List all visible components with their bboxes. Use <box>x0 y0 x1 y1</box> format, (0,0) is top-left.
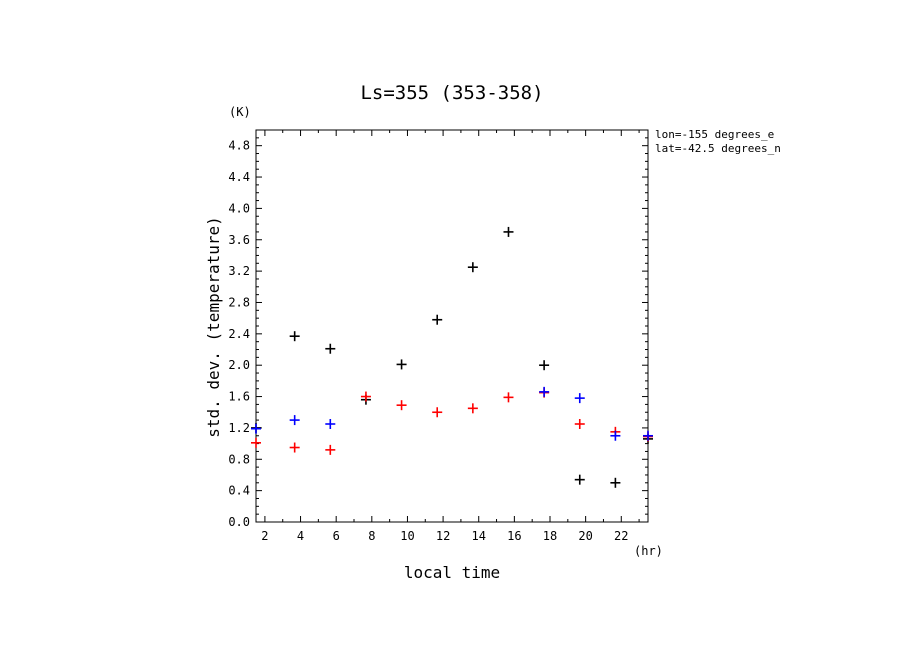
data-point <box>574 419 585 429</box>
x-axis-ticks: 2 4 6 8 10 12 14 16 18 20 22 <box>261 130 640 543</box>
x-tick-label: 12 <box>436 529 450 543</box>
data-point <box>325 419 336 429</box>
x-axis-label: local time <box>404 563 500 582</box>
y-tick-label: 0.0 <box>228 515 250 529</box>
data-point <box>396 359 407 370</box>
data-point <box>539 360 550 371</box>
x-tick-label: 8 <box>368 529 375 543</box>
chart-title: Ls=355 (353-358) <box>360 82 543 104</box>
data-point <box>396 400 407 411</box>
y-tick-label: 4.4 <box>228 170 250 184</box>
data-point <box>251 437 261 448</box>
data-point <box>539 386 550 397</box>
x-tick-label: 2 <box>261 529 268 543</box>
data-point <box>289 331 300 342</box>
x-tick-label: 4 <box>297 529 304 543</box>
x-tick-label: 14 <box>472 529 486 543</box>
x-tick-label: 16 <box>507 529 521 543</box>
y-tick-label: 4.0 <box>228 201 250 215</box>
y-axis-ticks: 0.0 0.4 0.8 1.2 1.6 2.0 2.4 2.8 3.2 3.6 4.0 4.4 4.8 <box>228 129 648 529</box>
data-point <box>432 314 443 325</box>
y-tick-label: 2.8 <box>228 295 250 309</box>
x-tick-label: 10 <box>400 529 414 543</box>
data-point <box>251 423 261 434</box>
data-point <box>574 474 585 485</box>
data-point <box>610 477 621 488</box>
data-point <box>325 343 336 354</box>
lat-annotation: lat=-42.5 degrees_n <box>655 142 781 155</box>
y-tick-label: 4.8 <box>228 139 250 153</box>
x-unit-label: (hr) <box>634 544 663 558</box>
data-point <box>432 407 443 418</box>
data-point <box>503 226 514 237</box>
plot-frame <box>255 129 649 523</box>
y-tick-label: 2.0 <box>228 358 250 372</box>
x-tick-label: 6 <box>333 529 340 543</box>
data-point <box>360 391 371 402</box>
y-tick-label: 0.4 <box>228 484 250 498</box>
data-point <box>610 430 621 441</box>
y-tick-label: 1.2 <box>228 421 250 435</box>
data-point <box>467 262 478 273</box>
x-tick-label: 18 <box>543 529 557 543</box>
data-point <box>325 444 336 455</box>
data-point <box>289 415 300 426</box>
y-unit-label: (K) <box>229 105 251 119</box>
x-tick-label: 20 <box>578 529 592 543</box>
data-point <box>467 403 478 414</box>
x-tick-label: 22 <box>614 529 628 543</box>
data-point <box>503 392 514 403</box>
data-point <box>643 430 653 441</box>
data-point <box>289 442 300 453</box>
data-point <box>574 393 585 404</box>
y-tick-label: 3.2 <box>228 264 250 278</box>
lon-annotation: lon=-155 degrees_e <box>655 128 774 141</box>
y-tick-label: 1.6 <box>228 390 250 404</box>
data-points <box>251 226 653 488</box>
y-tick-label: 2.4 <box>228 327 250 341</box>
y-tick-label: 3.6 <box>228 233 250 247</box>
y-tick-label: 0.8 <box>228 452 250 466</box>
y-axis-label: std. dev. (temperature) <box>204 216 223 438</box>
